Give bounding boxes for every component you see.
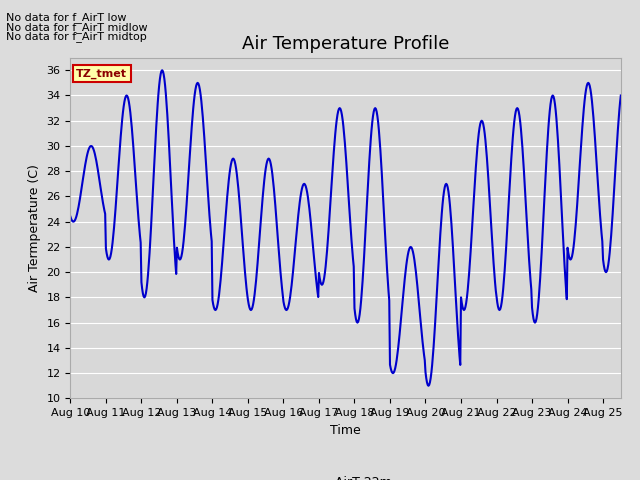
Title: Air Temperature Profile: Air Temperature Profile bbox=[242, 35, 449, 53]
Text: No data for f_AirT midlow: No data for f_AirT midlow bbox=[6, 22, 148, 33]
Text: No data for f_AirT midtop: No data for f_AirT midtop bbox=[6, 31, 147, 42]
Legend: AirT 22m: AirT 22m bbox=[295, 471, 396, 480]
Text: TZ_tmet: TZ_tmet bbox=[76, 69, 127, 79]
Y-axis label: Air Termperature (C): Air Termperature (C) bbox=[28, 164, 41, 292]
Text: No data for f_AirT low: No data for f_AirT low bbox=[6, 12, 127, 23]
X-axis label: Time: Time bbox=[330, 424, 361, 437]
